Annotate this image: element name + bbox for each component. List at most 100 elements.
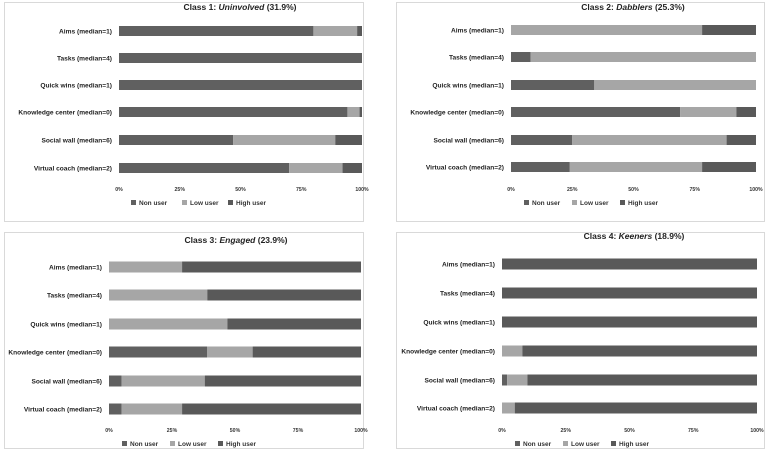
- x-tick-label: 0%: [507, 187, 515, 193]
- category-label: Tasks (median=4): [449, 54, 504, 61]
- low-user-bar: [109, 289, 208, 301]
- category-label: Aims (median=1): [451, 27, 504, 34]
- non-user-bar: [109, 375, 122, 387]
- non-user-bar: [511, 162, 570, 172]
- low-user-bar: [109, 261, 183, 273]
- category-label: Tasks (median=4): [440, 290, 495, 297]
- x-tick-label: 75%: [296, 187, 307, 193]
- x-tick-label: 25%: [175, 187, 186, 193]
- low-user-bar: [594, 80, 756, 90]
- legend-label: Non user: [130, 441, 159, 448]
- x-tick-label: 25%: [567, 187, 578, 193]
- x-tick-label: 100%: [354, 428, 368, 434]
- legend-swatch: [563, 441, 568, 446]
- chart-title: Class 4: Keeners (18.9%): [584, 231, 685, 241]
- high-user-bar: [502, 316, 757, 328]
- x-tick-label: 75%: [293, 428, 304, 434]
- x-tick-label: 75%: [688, 428, 699, 434]
- category-label: Quick wins (median=1): [423, 319, 495, 326]
- legend-label: Low user: [580, 200, 609, 207]
- legend-label: High user: [628, 200, 658, 207]
- low-user-bar: [530, 52, 756, 62]
- non-user-bar: [511, 107, 681, 117]
- chart-title: Class 2: Dabblers (25.3%): [581, 2, 685, 12]
- high-user-bar: [514, 402, 757, 414]
- category-label: Aims (median=1): [59, 28, 112, 35]
- chart-title-class-name: Keeners: [619, 231, 653, 241]
- legend-label: Non user: [139, 200, 168, 207]
- low-user-bar: [347, 107, 360, 117]
- legend-swatch: [228, 200, 233, 205]
- category-label: Tasks (median=4): [47, 292, 102, 299]
- non-user-bar: [511, 52, 531, 62]
- x-tick-label: 50%: [230, 428, 241, 434]
- category-label: Social wall (median=6): [31, 378, 102, 385]
- chart-title-prefix: Class 2:: [581, 2, 616, 12]
- high-user-bar: [502, 258, 757, 270]
- legend-swatch: [611, 441, 616, 446]
- x-tick-label: 0%: [105, 428, 113, 434]
- category-label: Virtual coach (median=2): [24, 406, 102, 413]
- chart-title-class-name: Dabblers: [616, 2, 653, 12]
- legend-label: Low user: [190, 200, 219, 207]
- legend-swatch: [170, 441, 175, 446]
- non-user-bar: [511, 135, 573, 145]
- low-user-bar: [289, 163, 343, 173]
- chart-panel-1: Class 1: Uninvolved (31.9%) Aims (median=…: [4, 2, 369, 222]
- category-label: Knowledge center (median=0): [401, 348, 495, 355]
- non-user-bar: [119, 135, 234, 145]
- high-user-bar: [204, 375, 361, 387]
- x-tick-label: 0%: [115, 187, 123, 193]
- chart-panel-4: Class 4: Keeners (18.9%) Aims (median=1) T…: [396, 231, 765, 449]
- non-user-bar: [119, 107, 348, 117]
- low-user-bar: [569, 162, 703, 172]
- x-tick-label: 100%: [355, 187, 369, 193]
- chart-title-class-name: Uninvolved: [219, 2, 266, 12]
- category-label: Aims (median=1): [442, 261, 495, 268]
- chart-title-prefix: Class 1:: [184, 2, 219, 12]
- category-label: Knowledge center (median=0): [8, 349, 102, 356]
- chart-title: Class 3: Engaged (23.9%): [185, 235, 288, 245]
- category-label: Virtual coach (median=2): [426, 164, 504, 171]
- chart-title-prefix: Class 3:: [185, 235, 220, 245]
- high-user-bar: [207, 289, 361, 301]
- category-label: Quick wins (median=1): [40, 82, 112, 89]
- chart-title-class-name: Engaged: [219, 235, 256, 245]
- low-user-bar: [507, 374, 528, 386]
- low-user-bar: [233, 135, 336, 145]
- legend-swatch: [515, 441, 520, 446]
- category-label: Tasks (median=4): [57, 55, 112, 62]
- x-tick-label: 75%: [690, 187, 701, 193]
- high-user-bar: [342, 163, 362, 173]
- category-label: Aims (median=1): [49, 264, 102, 271]
- high-user-bar: [726, 135, 756, 145]
- high-user-bar: [527, 374, 757, 386]
- legend-swatch: [131, 200, 136, 205]
- non-user-bar: [119, 80, 362, 90]
- high-user-bar: [702, 162, 756, 172]
- legend-label: High user: [226, 441, 256, 448]
- non-user-bar: [502, 374, 508, 386]
- non-user-bar: [119, 53, 362, 63]
- x-tick-label: 50%: [628, 187, 639, 193]
- high-user-bar: [182, 403, 361, 415]
- low-user-bar: [502, 402, 515, 414]
- high-user-bar: [182, 261, 361, 273]
- low-user-bar: [511, 25, 703, 35]
- chart-title-share: (31.9%): [264, 2, 296, 12]
- category-label: Knowledge center (median=0): [18, 109, 112, 116]
- x-tick-label: 25%: [167, 428, 178, 434]
- chart-title-share: (25.3%): [653, 2, 685, 12]
- x-tick-label: 0%: [498, 428, 506, 434]
- legend-label: Low user: [571, 441, 600, 448]
- x-tick-label: 25%: [561, 428, 572, 434]
- non-user-bar: [109, 346, 208, 358]
- legend-label: Non user: [532, 200, 561, 207]
- non-user-bar: [119, 163, 290, 173]
- legend-label: High user: [236, 200, 266, 207]
- x-tick-label: 50%: [624, 428, 635, 434]
- high-user-bar: [522, 345, 757, 357]
- x-tick-label: 50%: [235, 187, 246, 193]
- high-user-bar: [502, 287, 757, 299]
